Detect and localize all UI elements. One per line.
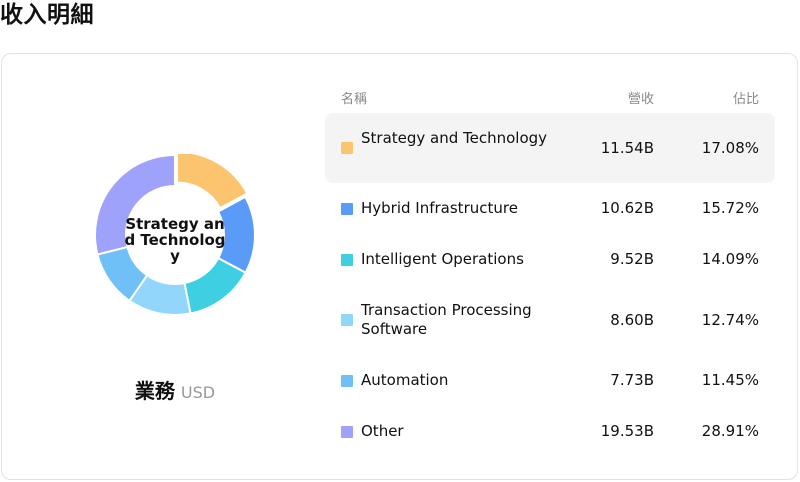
legend-swatch [341, 375, 353, 387]
row-revenue: 8.60B [610, 311, 654, 329]
donut-slice-strategy-and-technology[interactable] [176, 154, 249, 210]
legend-swatch [341, 426, 353, 438]
legend-swatch [341, 254, 353, 266]
header-revenue: 營收 [627, 92, 654, 107]
segment-caption: 業務 USD [96, 375, 254, 404]
table-row[interactable]: Transaction Processing Software 8.60B 12… [325, 292, 775, 350]
donut-svg [94, 154, 256, 316]
row-revenue: 9.52B [610, 250, 654, 268]
table-row[interactable]: Hybrid Infrastructure 10.62B 15.72% [325, 190, 775, 228]
donut-center-label: Strategy and Technology [124, 215, 226, 265]
table-row[interactable]: Intelligent Operations 9.52B 14.09% [325, 241, 775, 279]
row-revenue: 11.54B [600, 139, 654, 157]
row-share: 12.74% [701, 311, 759, 329]
legend-swatch [341, 314, 353, 326]
table-header: 名稱 營收 佔比 [325, 86, 775, 107]
header-name: 名稱 [341, 92, 368, 107]
header-share: 佔比 [732, 92, 759, 107]
donut-chart: Strategy and Technology [94, 154, 256, 316]
row-name: Hybrid Infrastructure [361, 199, 518, 217]
row-name: Transaction Processing Software [361, 301, 532, 338]
row-revenue: 10.62B [600, 199, 654, 217]
page-title: 收入明細 [0, 2, 94, 28]
row-share: 14.09% [701, 250, 759, 268]
row-revenue: 19.53B [600, 422, 654, 440]
segment-label: 業務 [134, 379, 175, 403]
row-name: Intelligent Operations [361, 250, 524, 268]
row-share: 17.08% [701, 139, 759, 157]
currency-label: USD [180, 383, 216, 402]
row-share: 15.72% [701, 199, 759, 217]
row-revenue: 7.73B [610, 371, 654, 389]
table-row[interactable]: Automation 7.73B 11.45% [325, 362, 775, 400]
table-row[interactable]: Strategy and Technology 11.54B 17.08% [325, 113, 775, 183]
legend-swatch [341, 142, 353, 154]
row-name: Automation [361, 371, 449, 389]
table-row[interactable]: Other 19.53B 28.91% [325, 413, 775, 451]
row-name: Other [361, 422, 404, 440]
row-name: Strategy and Technology [361, 129, 548, 147]
row-share: 28.91% [701, 422, 759, 440]
legend-swatch [341, 203, 353, 215]
donut-slice-other[interactable] [94, 154, 176, 256]
row-share: 11.45% [701, 371, 759, 389]
